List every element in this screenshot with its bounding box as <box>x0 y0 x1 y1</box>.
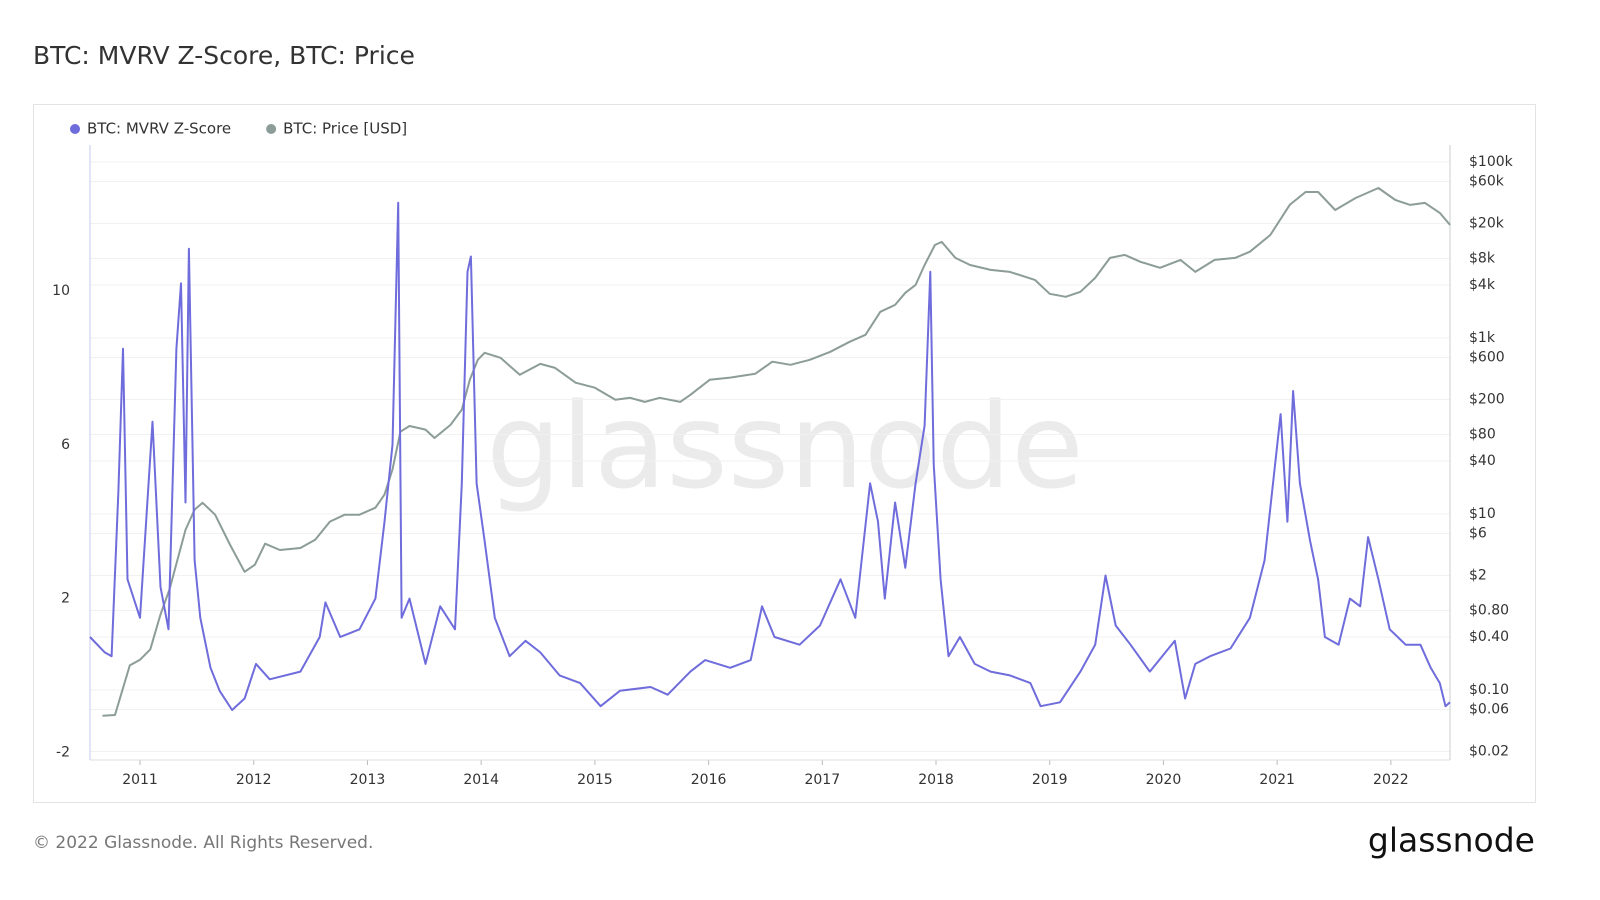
y2-tick-label: $0.10 <box>1469 682 1509 698</box>
x-tick-label: 2022 <box>1373 772 1409 788</box>
y-tick-label: 6 <box>61 437 70 453</box>
x-tick-label: 2016 <box>691 772 727 788</box>
y2-tick-label: $100k <box>1469 154 1514 170</box>
y2-tick-label: $8k <box>1469 251 1496 267</box>
y2-tick-label: $1k <box>1469 330 1496 346</box>
legend-dot <box>70 124 80 134</box>
chart-frame <box>33 104 1536 803</box>
y2-tick-label: $2 <box>1469 567 1487 583</box>
y2-tick-label: $0.40 <box>1469 629 1509 645</box>
y-tick-label: 10 <box>52 283 70 299</box>
x-tick-label: 2017 <box>804 772 840 788</box>
watermark: glassnode <box>486 377 1083 515</box>
series-line <box>102 187 1451 717</box>
x-tick-label: 2019 <box>1032 772 1068 788</box>
y-tick-label: -2 <box>56 744 70 760</box>
x-tick-label: 2013 <box>350 772 386 788</box>
x-tick-label: 2015 <box>577 772 613 788</box>
y2-tick-label: $40 <box>1469 453 1496 469</box>
y2-tick-label: $0.02 <box>1469 743 1509 759</box>
x-tick-label: 2011 <box>122 772 158 788</box>
x-tick-label: 2021 <box>1259 772 1295 788</box>
y2-tick-label: $4k <box>1469 277 1496 293</box>
y2-tick-label: $20k <box>1469 216 1505 232</box>
y2-tick-label: $10 <box>1469 506 1496 522</box>
y2-tick-label: $0.06 <box>1469 701 1509 717</box>
y2-tick-label: $80 <box>1469 427 1496 443</box>
legend-dot <box>266 124 277 134</box>
x-tick-label: 2018 <box>918 772 954 788</box>
y-tick-label: 2 <box>61 591 70 607</box>
y2-tick-label: $600 <box>1469 350 1505 366</box>
y2-tick-label: $0.80 <box>1469 602 1509 618</box>
y2-tick-label: $6 <box>1469 525 1487 541</box>
copyright: © 2022 Glassnode. All Rights Reserved. <box>33 833 373 853</box>
y2-tick-label: $60k <box>1469 174 1505 190</box>
legend-label: BTC: Price [USD] <box>283 120 407 138</box>
chart-title: BTC: MVRV Z-Score, BTC: Price <box>33 41 415 70</box>
series-line <box>89 201 1451 711</box>
y2-tick-label: $200 <box>1469 391 1505 407</box>
legend-label: BTC: MVRV Z-Score <box>87 120 231 138</box>
x-tick-label: 2020 <box>1146 772 1182 788</box>
x-tick-label: 2012 <box>236 772 272 788</box>
x-tick-label: 2014 <box>463 772 499 788</box>
logo: glassnode <box>1368 821 1535 860</box>
